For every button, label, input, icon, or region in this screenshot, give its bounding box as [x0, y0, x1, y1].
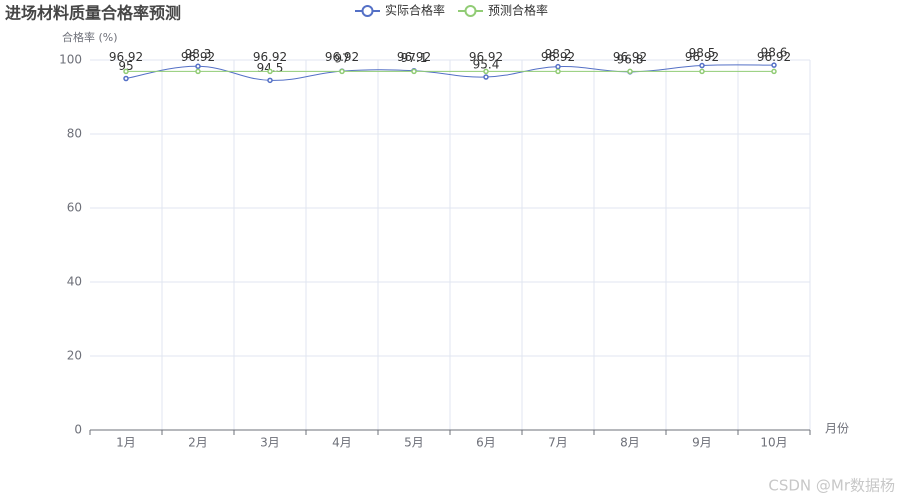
x-tick-label: 4月: [332, 436, 352, 450]
point: [555, 68, 561, 75]
point: [627, 68, 633, 75]
x-tick-label: 6月: [476, 436, 496, 450]
y-axis-label: 合格率 (%): [62, 30, 118, 44]
value-label: 96.92: [109, 50, 143, 64]
point: [411, 68, 417, 75]
legend-marker: [361, 5, 374, 17]
value-label: 98.5: [689, 46, 716, 60]
point: [195, 63, 201, 70]
value-label: 97: [334, 52, 349, 66]
value-label: 96.92: [541, 50, 575, 64]
point: [699, 62, 705, 69]
legend-label: 实际合格率: [385, 3, 445, 18]
legend-marker: [464, 5, 477, 17]
point: [339, 68, 345, 75]
y-tick-label: 40: [67, 275, 82, 289]
chart-title: 进场材料质量合格率预测: [5, 4, 181, 23]
y-tick-label: 60: [67, 201, 82, 215]
value-label: 98.6: [761, 46, 788, 60]
point: [123, 75, 129, 82]
value-label: 96.92: [325, 50, 359, 64]
value-label: 96.8: [617, 52, 644, 66]
x-tick-label: 7月: [548, 436, 568, 450]
value-label: 96.92: [685, 50, 719, 64]
value-label: 98.3: [185, 47, 212, 61]
point: [267, 77, 273, 84]
x-axis-label: 月份: [825, 422, 849, 436]
point: [195, 68, 201, 75]
y-tick-label: 80: [67, 127, 82, 141]
point: [267, 68, 273, 75]
watermark: CSDN @Mr数据杨: [768, 477, 895, 495]
x-tick-label: 9月: [692, 436, 712, 450]
y-tick-label: 100: [59, 53, 82, 67]
value-label: 96.92: [253, 50, 287, 64]
value-label: 97.1: [401, 51, 428, 65]
point: [555, 63, 561, 70]
point: [771, 68, 777, 75]
x-tick-label: 3月: [260, 436, 280, 450]
x-tick-label: 2月: [188, 436, 208, 450]
y-tick-label: 0: [74, 423, 82, 437]
x-tick-label: 10月: [760, 436, 787, 450]
value-label: 95: [118, 59, 133, 73]
value-label: 96.92: [469, 50, 503, 64]
point: [123, 68, 129, 75]
legend-label: 预测合格率: [488, 3, 548, 18]
value-label: 96.92: [757, 50, 791, 64]
value-label: 96.92: [181, 50, 215, 64]
x-tick-label: 1月: [116, 436, 136, 450]
point: [699, 68, 705, 75]
value-label: 96.92: [613, 50, 647, 64]
point: [771, 62, 777, 68]
point: [483, 68, 489, 75]
x-tick-label: 8月: [620, 436, 640, 450]
value-label: 96.92: [397, 50, 431, 64]
point: [483, 74, 489, 80]
value-label: 98.2: [545, 47, 572, 61]
series-line: [125, 64, 775, 81]
y-tick-label: 20: [67, 349, 82, 363]
value-label: 95.4: [473, 58, 500, 72]
x-tick-label: 5月: [404, 436, 424, 450]
